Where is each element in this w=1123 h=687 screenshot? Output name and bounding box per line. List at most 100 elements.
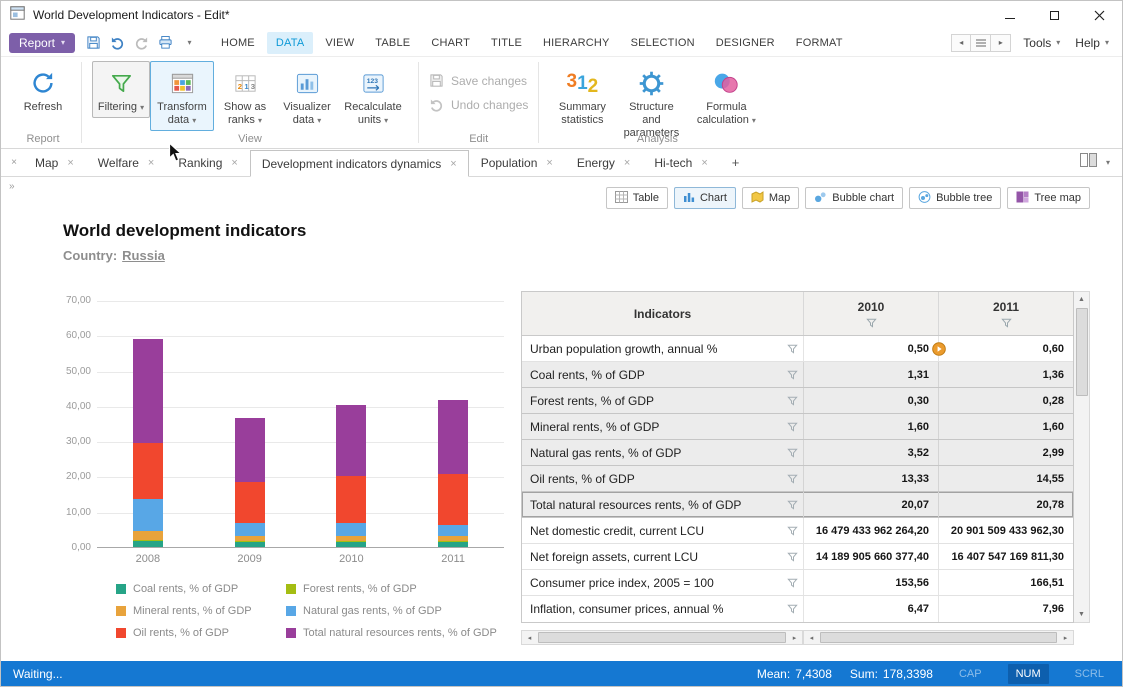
row-filter-icon[interactable] bbox=[787, 447, 798, 461]
chart-bar-segment-oil-rents[interactable] bbox=[438, 473, 469, 526]
scroll-right-icon[interactable]: ▸ bbox=[792, 634, 797, 642]
row-filter-icon[interactable] bbox=[787, 421, 798, 435]
close-tab-icon[interactable]: × bbox=[231, 156, 238, 169]
formula-calculation-button[interactable]: Formula calculation ▾ bbox=[687, 61, 765, 131]
menu-tab-format[interactable]: FORMAT bbox=[795, 36, 843, 49]
chart-bar-segment-total-natural-resources-rents[interactable] bbox=[438, 400, 469, 474]
chart-bar-segment-oil-rents[interactable] bbox=[234, 482, 265, 524]
quick-access-dropdown[interactable]: ▾ bbox=[179, 32, 200, 54]
chart-bar-segment-coal-rents[interactable] bbox=[438, 542, 469, 547]
chart-bar-segment-natural-gas-rents[interactable] bbox=[438, 525, 469, 536]
legend-item[interactable]: Coal rents, % of GDP bbox=[116, 583, 286, 595]
close-tab-icon[interactable]: × bbox=[546, 156, 553, 169]
scroll-left-icon[interactable]: ◂ bbox=[809, 634, 814, 642]
menu-tab-selection[interactable]: SELECTION bbox=[630, 36, 695, 49]
indicator-cell[interactable]: Urban population growth, annual % bbox=[522, 336, 804, 361]
indicator-cell[interactable]: Forest rents, % of GDP bbox=[522, 388, 804, 413]
chart-bar-segment-forest-rents[interactable] bbox=[438, 541, 469, 543]
value-cell-2010[interactable]: 6,47 bbox=[804, 596, 939, 622]
table-row[interactable]: Consumer price index, 2005 = 100 153,56 16… bbox=[522, 570, 1073, 596]
table-row[interactable]: Forest rents, % of GDP 0,30 0,28 bbox=[522, 388, 1073, 414]
refresh-button[interactable]: Refresh bbox=[15, 61, 71, 118]
legend-item[interactable]: Mineral rents, % of GDP bbox=[116, 605, 286, 617]
column-header-2010[interactable]: 2010 bbox=[804, 292, 939, 335]
row-filter-icon[interactable] bbox=[787, 499, 798, 513]
chart-bar-segment-forest-rents[interactable] bbox=[234, 541, 265, 543]
table-row[interactable]: Net foreign assets, current LCU 14 189 90… bbox=[522, 544, 1073, 570]
filtering-button[interactable]: Filtering ▾ bbox=[92, 61, 150, 118]
row-filter-icon[interactable] bbox=[787, 343, 798, 357]
chart-bar[interactable] bbox=[132, 338, 163, 547]
drill-marker-icon[interactable] bbox=[932, 342, 946, 361]
value-cell-2010[interactable]: 20,07 bbox=[804, 492, 939, 517]
value-cell-2010[interactable]: 13,33 bbox=[804, 466, 939, 491]
legend-item[interactable]: Natural gas rents, % of GDP bbox=[286, 605, 511, 617]
close-button[interactable] bbox=[1077, 1, 1122, 29]
row-filter-icon[interactable] bbox=[787, 577, 798, 591]
view-button-map[interactable]: Map bbox=[741, 187, 800, 209]
legend-item[interactable]: Forest rents, % of GDP bbox=[286, 583, 511, 595]
menu-tab-title[interactable]: TITLE bbox=[491, 36, 522, 49]
row-filter-icon[interactable] bbox=[787, 395, 798, 409]
tools-menu[interactable]: Tools ▾ bbox=[1020, 36, 1063, 50]
table-row[interactable]: Coal rents, % of GDP 1,31 1,36 bbox=[522, 362, 1073, 388]
help-menu[interactable]: Help ▾ bbox=[1072, 36, 1112, 50]
sheet-tab-ranking[interactable]: Ranking × bbox=[166, 149, 249, 176]
chart-bar-segment-natural-gas-rents[interactable] bbox=[336, 523, 367, 536]
value-cell-2011[interactable]: 7,96 bbox=[1042, 603, 1064, 615]
maximize-button[interactable] bbox=[1032, 1, 1077, 29]
chart-bar[interactable] bbox=[438, 400, 469, 547]
split-view-icon[interactable] bbox=[1079, 153, 1097, 172]
table-horizontal-scrollbar-left[interactable]: ◂ ▸ bbox=[521, 630, 803, 645]
collapse-panel-icon[interactable]: » bbox=[9, 181, 15, 192]
visualizer-data-button[interactable]: Visualizer data ▾ bbox=[276, 61, 338, 131]
table-horizontal-scrollbar-right[interactable]: ◂ ▸ bbox=[803, 630, 1074, 645]
close-tab-icon[interactable]: × bbox=[450, 157, 457, 170]
scrollbar-thumb[interactable] bbox=[1075, 308, 1088, 396]
chart-bar-segment-forest-rents[interactable] bbox=[132, 539, 163, 541]
legend-item[interactable]: Total natural resources rents, % of GDP bbox=[286, 627, 511, 639]
chart-bar-segment-natural-gas-rents[interactable] bbox=[132, 499, 163, 532]
scroll-up-icon[interactable]: ▲ bbox=[1078, 296, 1085, 303]
recalculate-units-button[interactable]: 123 Recalculate units ▾ bbox=[338, 61, 408, 131]
table-vertical-scrollbar[interactable]: ▲ ▼ bbox=[1074, 291, 1090, 623]
value-cell-2011[interactable]: 20 901 509 433 962,30 bbox=[950, 524, 1064, 537]
chart-bar-segment-mineral-rents[interactable] bbox=[234, 535, 265, 542]
table-row[interactable]: Oil rents, % of GDP 13,33 14,55 bbox=[522, 466, 1073, 492]
sheet-tab-population[interactable]: Population × bbox=[469, 149, 565, 176]
close-tab-icon[interactable]: × bbox=[701, 156, 708, 169]
redo-button[interactable] bbox=[131, 32, 152, 54]
sheet-tab-development-indicators-dynamics[interactable]: Development indicators dynamics × bbox=[249, 150, 469, 177]
sheet-tab-welfare[interactable]: Welfare × bbox=[86, 149, 167, 176]
indicator-cell[interactable]: Coal rents, % of GDP bbox=[522, 362, 804, 387]
column-header-indicators[interactable]: Indicators bbox=[522, 292, 804, 335]
sheet-tab-hi-tech[interactable]: Hi-tech × bbox=[642, 149, 719, 176]
chart-bar-segment-coal-rents[interactable] bbox=[234, 542, 265, 547]
value-cell-2011[interactable]: 14,55 bbox=[1036, 472, 1064, 485]
column-header-2011[interactable]: 2011 bbox=[939, 292, 1073, 335]
menu-tab-designer[interactable]: DESIGNER bbox=[715, 36, 775, 49]
chart-bar-segment-oil-rents[interactable] bbox=[336, 476, 367, 524]
table-row[interactable]: Urban population growth, annual % 0,50 0,6… bbox=[522, 336, 1073, 362]
indicator-cell[interactable]: Oil rents, % of GDP bbox=[522, 466, 804, 491]
chart-bar-segment-coal-rents[interactable] bbox=[336, 542, 367, 547]
value-cell-2010[interactable]: 0,30 bbox=[804, 388, 939, 413]
value-cell-2011[interactable]: 1,60 bbox=[1042, 420, 1064, 433]
chart-bar-segment-total-natural-resources-rents[interactable] bbox=[336, 405, 367, 477]
view-button-chart[interactable]: Chart bbox=[673, 187, 736, 209]
table-row[interactable]: Mineral rents, % of GDP 1,60 1,60 bbox=[522, 414, 1073, 440]
value-cell-2010[interactable]: 16 479 433 962 264,20 bbox=[804, 518, 939, 543]
chart-bar-segment-total-natural-resources-rents[interactable] bbox=[132, 338, 163, 443]
chart-bar-segment-forest-rents[interactable] bbox=[336, 541, 367, 543]
scroll-tabs-right-button[interactable]: ▸ bbox=[991, 33, 1012, 52]
close-tab-icon[interactable]: × bbox=[147, 156, 155, 169]
chart-bar-segment-mineral-rents[interactable] bbox=[336, 535, 367, 542]
row-filter-icon[interactable] bbox=[787, 551, 798, 565]
save-changes-button[interactable]: Save changes bbox=[429, 73, 528, 88]
view-button-bubble-tree[interactable]: Bubble tree bbox=[909, 187, 1002, 209]
indicator-cell[interactable]: Net foreign assets, current LCU bbox=[522, 544, 804, 569]
value-cell-2011[interactable]: 1,36 bbox=[1042, 368, 1064, 381]
value-cell-2010[interactable]: 153,56 bbox=[804, 570, 939, 595]
chart-bar-segment-mineral-rents[interactable] bbox=[438, 535, 469, 542]
